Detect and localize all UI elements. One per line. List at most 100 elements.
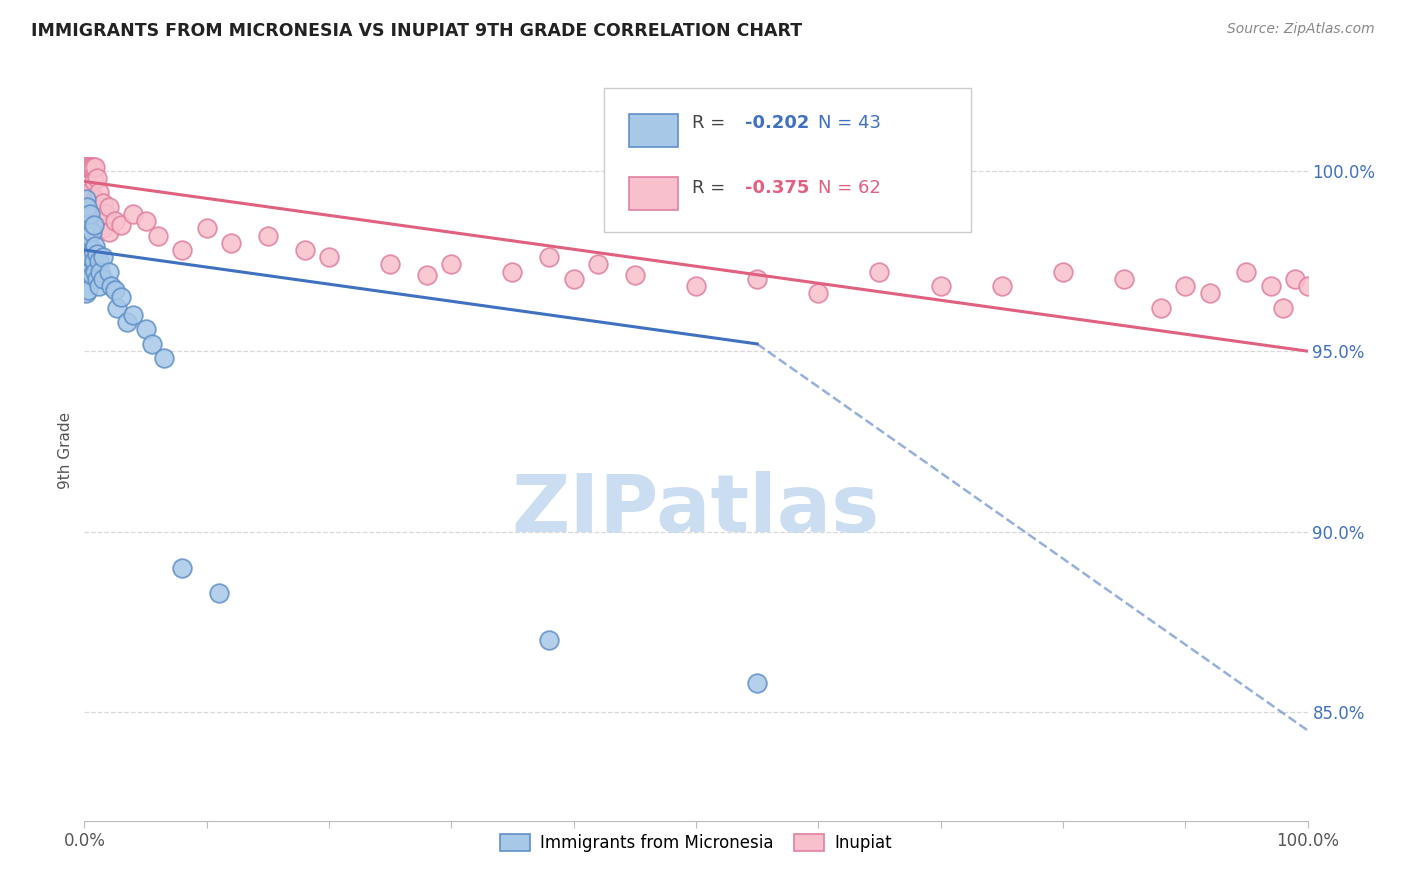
Point <box>77 265 100 279</box>
Point <box>80 160 103 174</box>
Point <box>1296 279 1319 293</box>
FancyBboxPatch shape <box>605 87 972 232</box>
Point <box>747 676 769 690</box>
Point <box>1236 265 1258 279</box>
Text: R =: R = <box>692 178 731 196</box>
Point <box>586 257 609 271</box>
Text: -0.375: -0.375 <box>745 178 810 196</box>
Point <box>91 272 114 286</box>
Point <box>75 250 97 264</box>
Point <box>1150 301 1173 315</box>
Text: Source: ZipAtlas.com: Source: ZipAtlas.com <box>1227 22 1375 37</box>
Point <box>100 279 122 293</box>
Point <box>97 265 120 279</box>
Point <box>80 225 103 239</box>
Point <box>807 286 830 301</box>
Point <box>76 200 98 214</box>
Point <box>440 257 463 271</box>
Point <box>257 228 280 243</box>
Point <box>294 243 316 257</box>
Point <box>83 174 105 188</box>
Point <box>75 214 97 228</box>
Point <box>83 253 105 268</box>
Point <box>1198 286 1220 301</box>
Point <box>153 351 176 366</box>
Point <box>685 279 707 293</box>
Point <box>86 272 108 286</box>
Text: N = 62: N = 62 <box>818 178 882 196</box>
Point <box>87 186 110 200</box>
Point <box>318 250 340 264</box>
Point <box>416 268 439 283</box>
Point <box>97 225 120 239</box>
Point <box>91 221 114 235</box>
Point <box>208 586 231 600</box>
Point <box>172 561 194 575</box>
Point <box>89 203 111 218</box>
Point <box>77 200 100 214</box>
Point <box>1260 279 1282 293</box>
Point <box>747 272 769 286</box>
Point <box>77 243 100 257</box>
Point <box>122 308 145 322</box>
Point <box>1052 265 1074 279</box>
Point <box>86 246 108 260</box>
Point <box>76 160 98 174</box>
Point <box>75 268 97 283</box>
Point <box>87 279 110 293</box>
Point <box>105 301 128 315</box>
Y-axis label: 9th Grade: 9th Grade <box>58 412 73 489</box>
FancyBboxPatch shape <box>628 177 678 210</box>
Point <box>89 265 111 279</box>
Point <box>146 228 169 243</box>
Point <box>80 268 103 283</box>
Point <box>219 235 242 250</box>
Point <box>79 160 101 174</box>
Point <box>86 207 108 221</box>
Point <box>77 257 100 271</box>
Point <box>84 160 107 174</box>
Point <box>929 279 952 293</box>
Point <box>84 239 107 253</box>
Point <box>75 193 97 207</box>
Point <box>77 207 100 221</box>
Point <box>380 257 402 271</box>
Point <box>624 268 647 283</box>
Point <box>195 221 218 235</box>
Point <box>82 200 104 214</box>
Point <box>1174 279 1197 293</box>
Point <box>75 221 97 235</box>
Point <box>122 207 145 221</box>
Point <box>1114 272 1136 286</box>
Point <box>991 279 1014 293</box>
Point <box>84 265 107 279</box>
Point <box>76 189 98 203</box>
Point <box>77 218 100 232</box>
Text: -0.202: -0.202 <box>745 114 810 132</box>
Point <box>110 290 132 304</box>
Point <box>502 265 524 279</box>
Point <box>75 286 97 301</box>
Point <box>1284 272 1306 286</box>
Point <box>91 196 114 211</box>
Point <box>82 160 104 174</box>
Point <box>1272 301 1295 315</box>
Point <box>538 250 561 264</box>
FancyBboxPatch shape <box>628 113 678 147</box>
Text: R =: R = <box>692 114 731 132</box>
Point <box>83 218 105 232</box>
Point <box>141 337 163 351</box>
Point <box>76 235 98 250</box>
Point <box>77 160 100 174</box>
Point <box>79 250 101 264</box>
Point <box>91 250 114 264</box>
Text: IMMIGRANTS FROM MICRONESIA VS INUPIAT 9TH GRADE CORRELATION CHART: IMMIGRANTS FROM MICRONESIA VS INUPIAT 9T… <box>31 22 801 40</box>
Point <box>75 160 97 174</box>
Point <box>84 193 107 207</box>
Point <box>172 243 194 257</box>
Point <box>79 207 101 221</box>
Point <box>86 170 108 185</box>
Point <box>97 200 120 214</box>
Point <box>104 283 127 297</box>
Point <box>135 214 157 228</box>
